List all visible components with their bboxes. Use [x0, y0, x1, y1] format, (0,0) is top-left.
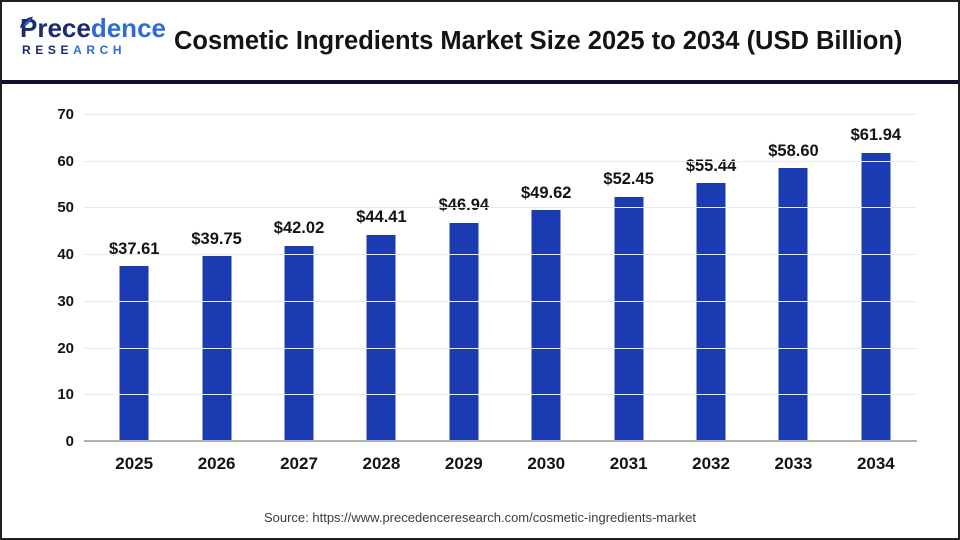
x-tick-label-2028: 2028: [362, 454, 401, 473]
x-tick-label-2029: 2029: [444, 454, 483, 473]
x-tick-label-2032: 2032: [692, 454, 730, 473]
bar-slot-2034: $61.94: [835, 115, 917, 442]
x-axis-labels: 2025 2026 2027 2028 2029 2030 2031 2032 2033 2034: [93, 454, 917, 474]
gridline-70: [84, 114, 917, 115]
x-tick-label-2027: 2027: [280, 454, 318, 473]
x-tick-label-2030: 2030: [527, 454, 566, 473]
y-tick-label-50: 50: [57, 199, 74, 217]
source-text: Source: https://www.precedenceresearch.c…: [263, 510, 697, 525]
x-tick-label-2034: 2034: [856, 454, 895, 473]
bar-slot-2032: $55.44: [670, 115, 752, 442]
value-label-2026: $39.75: [191, 229, 242, 248]
bar-slot-2027: $42.02: [258, 115, 340, 442]
gridline-20: [84, 347, 917, 349]
y-tick-label-60: 60: [57, 152, 74, 170]
value-label-2033: $58.60: [768, 141, 819, 160]
x-tick-label-2033: 2033: [774, 454, 813, 473]
y-tick-label-0: 0: [65, 433, 74, 450]
bar-slot-2026: $39.75: [175, 115, 257, 442]
value-label-2025: $37.61: [108, 239, 160, 258]
bar-2028: [366, 234, 396, 442]
bar-slot-2030: $49.62: [505, 115, 587, 442]
bar-2034: [861, 152, 891, 442]
logo-wordmark: Precedence: [20, 15, 170, 41]
header: Precedence RESEARCH Cosmetic Ingredients…: [2, 2, 958, 80]
header-divider: [2, 80, 958, 84]
brand-logo: Precedence RESEARCH: [20, 15, 170, 56]
x-axis-line: [84, 440, 917, 442]
bar-slot-2028: $44.41: [340, 115, 422, 442]
logo-word-part2: dence: [90, 13, 166, 43]
x-tick-label-2031: 2031: [609, 454, 648, 473]
gridline-40: [84, 254, 917, 256]
value-label-2028: $44.41: [356, 208, 407, 227]
value-label-2029: $46.94: [438, 196, 490, 215]
bar-2030: [531, 210, 561, 442]
bar-series: $37.61 $39.75 $42.02 $44.41 $46.94 $49.62 $52.…: [93, 115, 917, 442]
value-label-2027: $42.02: [273, 219, 325, 238]
bar-2025: [119, 266, 149, 442]
logo-word-part1: Prece: [20, 13, 91, 43]
bar-2033: [778, 168, 808, 442]
bar-slot-2029: $46.94: [423, 115, 505, 442]
gridline-60: [84, 160, 917, 162]
y-tick-label-70: 70: [57, 106, 74, 123]
y-tick-label-10: 10: [57, 386, 74, 404]
value-label-2030: $49.62: [521, 183, 572, 202]
gridline-50: [84, 207, 917, 209]
bar-2027: [284, 245, 314, 442]
y-tick-label-20: 20: [57, 339, 74, 357]
value-label-2034: $61.94: [850, 126, 902, 145]
bar-slot-2033: $58.60: [752, 115, 834, 442]
page-title: Cosmetic Ingredients Market Size 2025 to…: [174, 26, 903, 55]
y-axis: 0 10 20 30 40 50 60 70: [2, 107, 74, 449]
plot-area: $37.61 $39.75 $42.02 $44.41 $46.94 $49.62 $52.…: [84, 114, 917, 442]
gridline-30: [84, 300, 917, 302]
y-tick-label-30: 30: [57, 292, 74, 310]
logo-subtitle: RESEARCH: [22, 44, 170, 56]
bar-2032: [696, 183, 726, 442]
bar-2029: [449, 222, 479, 442]
y-tick-label-40: 40: [57, 246, 74, 264]
value-label-2031: $52.45: [603, 170, 654, 189]
bar-2031: [614, 196, 644, 442]
x-tick-label-2026: 2026: [197, 454, 236, 473]
gridline-10: [84, 394, 917, 396]
x-tick-label-2025: 2025: [115, 454, 154, 473]
bar-slot-2025: $37.61: [93, 115, 175, 442]
logo-sub-part2: ARCH: [73, 43, 127, 57]
leaf-icon: [19, 7, 34, 33]
logo-sub-part1: RESE: [22, 43, 74, 57]
bar-2026: [202, 256, 232, 442]
bar-slot-2031: $52.45: [587, 115, 669, 442]
